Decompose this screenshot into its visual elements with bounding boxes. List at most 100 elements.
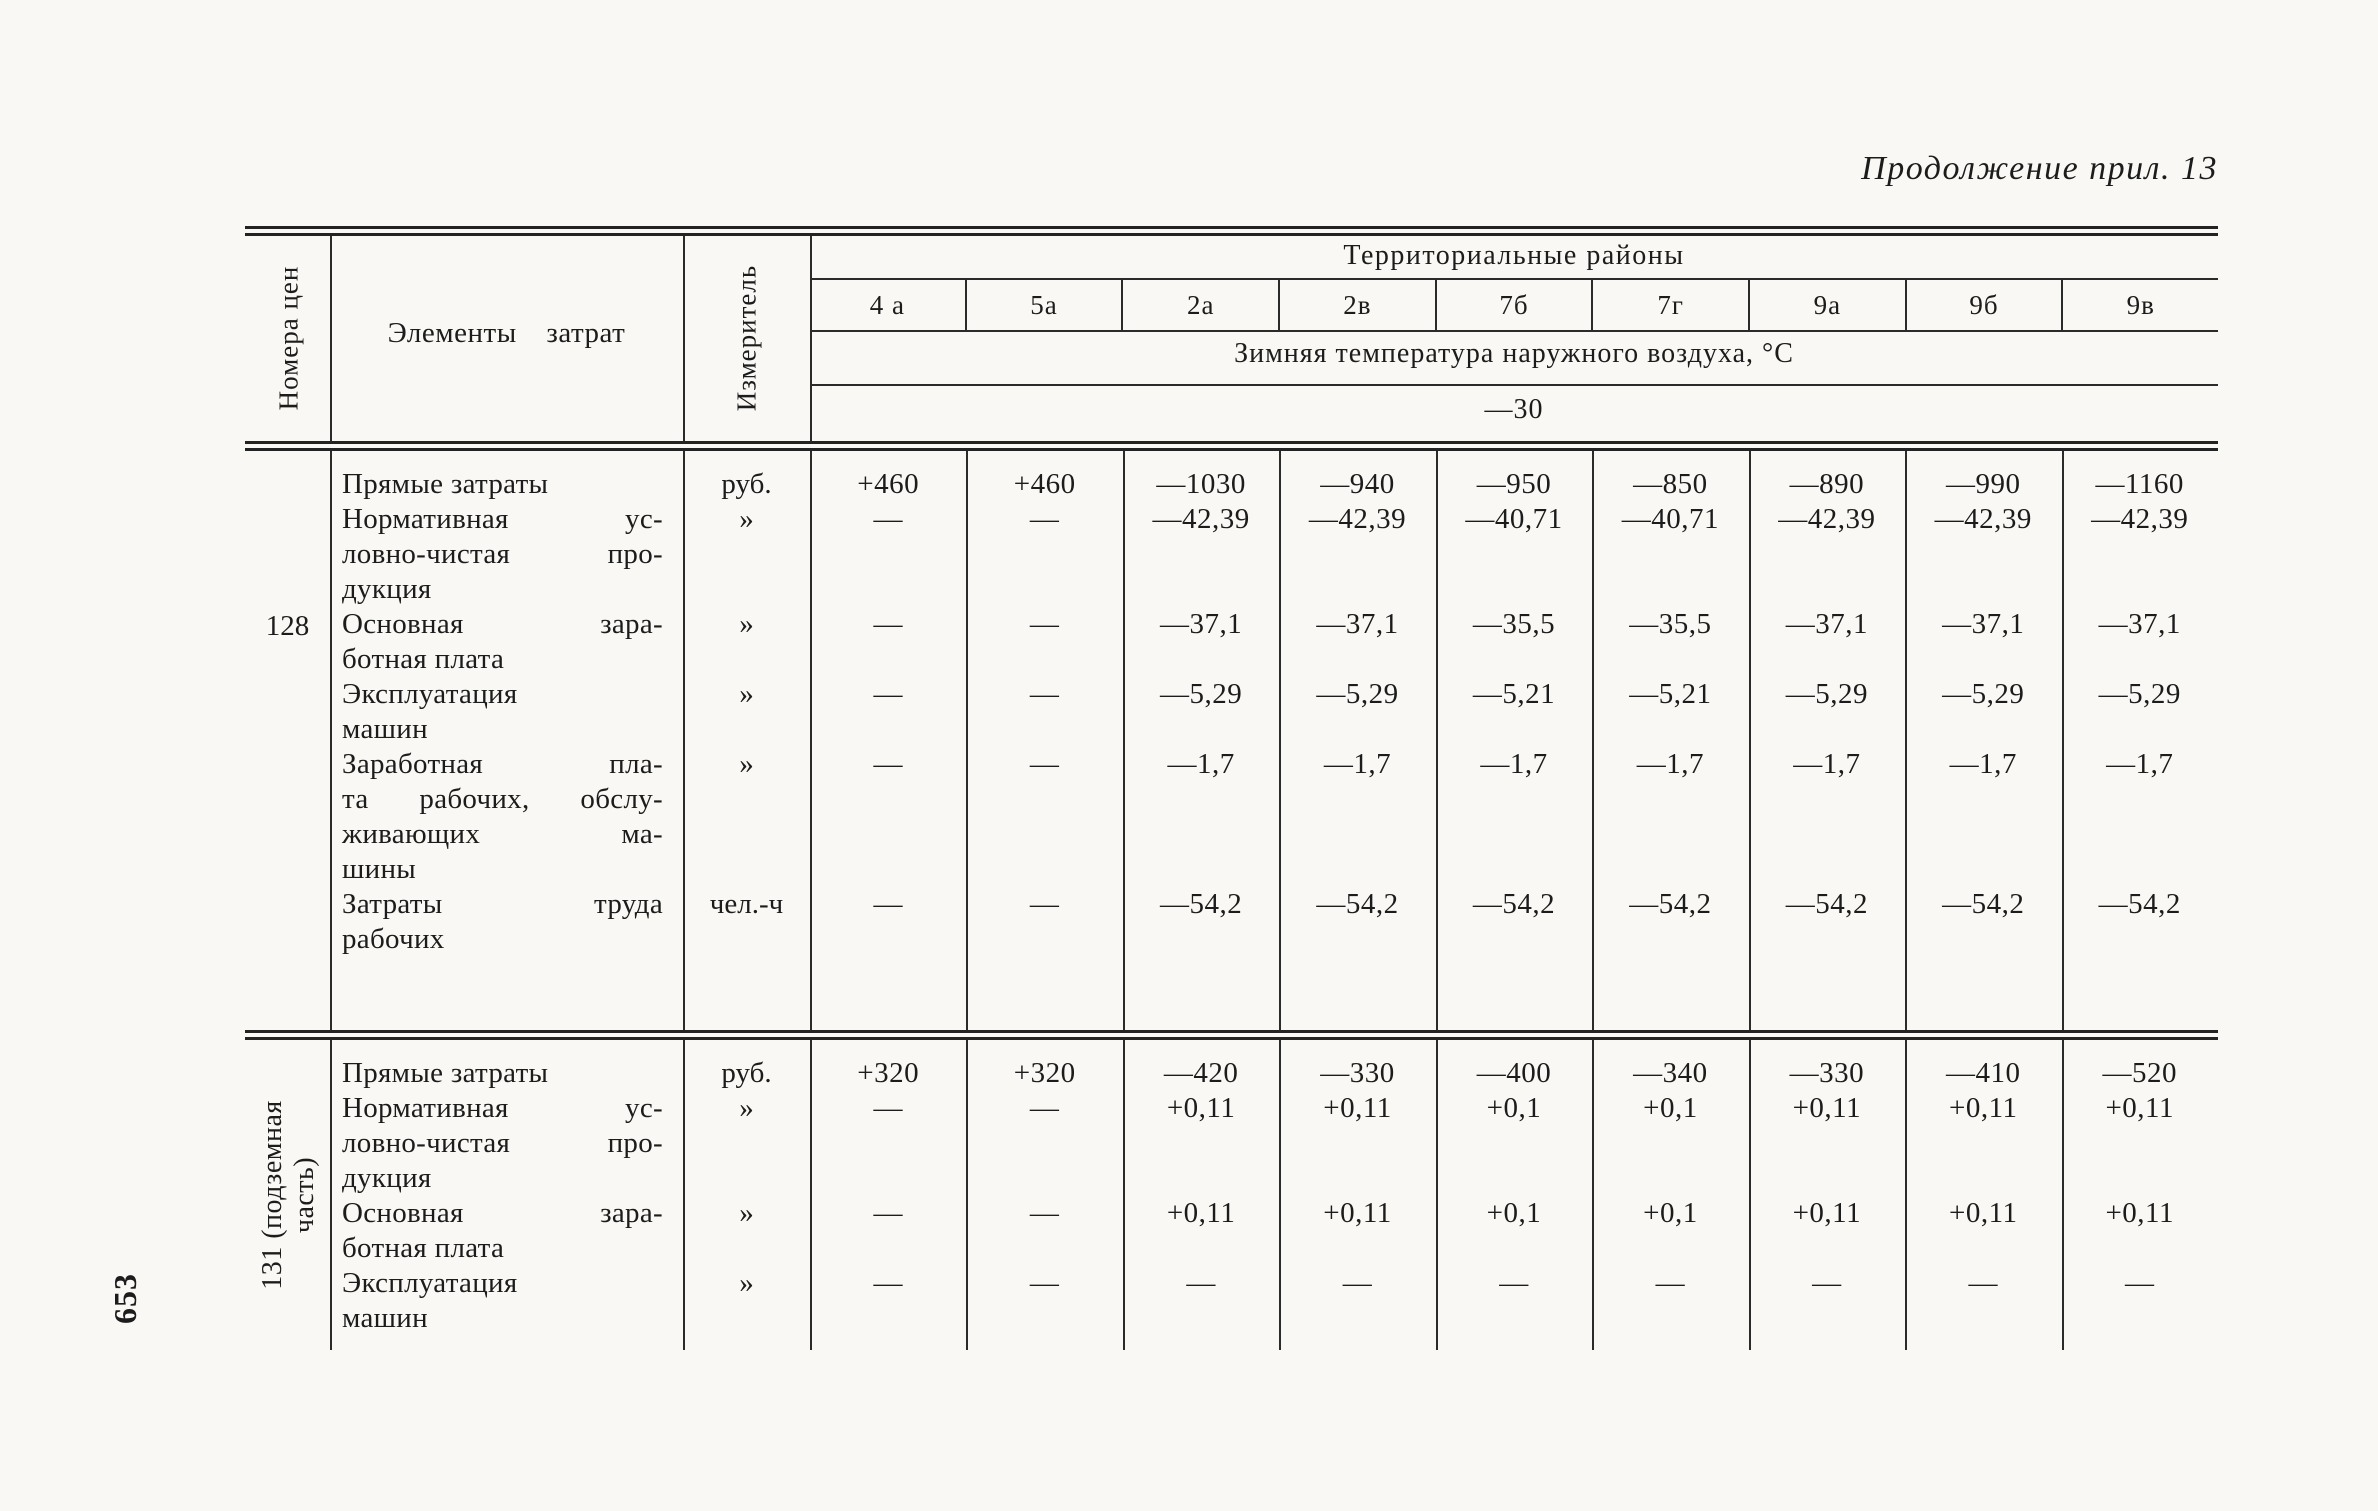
column-divider (1123, 1040, 1125, 1350)
value-cell: —1,7 (1793, 748, 1861, 780)
value-cell: —5,29 (1785, 678, 1868, 710)
region-col-header: 9в (2061, 280, 2218, 330)
col-header-measure: Измеритель (731, 264, 762, 412)
cost-element-label: Прямые затраты (330, 467, 683, 502)
value-cell: —410 (1946, 1057, 2021, 1089)
unit-cell: чел.-ч (709, 888, 784, 920)
value-cell: —1,7 (1636, 748, 1705, 780)
table-row: Прямые затраты руб. +320 +320 —420 —330 —400 —3… (245, 1056, 2218, 1091)
value-cell: +0,11 (2105, 1197, 2174, 1229)
value-cell: +0,1 (1486, 1197, 1542, 1229)
column-divider (1905, 451, 1907, 1030)
group-number: 128 (265, 610, 310, 642)
value-cell: — (1029, 888, 1060, 920)
label-line: ловно-чистая про- (342, 1127, 663, 1159)
value-cell: — (1186, 1267, 1216, 1299)
column-divider (1436, 451, 1438, 1030)
unit-cell: » (739, 748, 754, 780)
page-title: Продолжение прил. 13 (1861, 150, 2218, 187)
value-cell: — (1968, 1267, 1999, 1299)
label-line: Основная зара- (342, 1197, 663, 1229)
value-cell: —400 (1476, 1057, 1552, 1089)
value-cell: +0,11 (2105, 1092, 2174, 1124)
value-cell: +460 (1013, 468, 1076, 500)
value-cell: —1,7 (1167, 748, 1235, 780)
value-cell: —940 (1320, 468, 1395, 500)
value-cell: — (1812, 1267, 1842, 1299)
region-col-header: 7г (1591, 280, 1748, 330)
label-line: живающих ма- (342, 818, 663, 850)
value-cell: +0,1 (1643, 1197, 1698, 1229)
unit-cell: » (739, 1267, 754, 1299)
value-cell: — (873, 748, 903, 780)
value-cell: — (1029, 608, 1060, 640)
header-rule (810, 330, 2218, 332)
top-rule (245, 226, 2218, 236)
col-header-cost-elements: Элементы затрат (387, 317, 626, 349)
column-divider (330, 1040, 332, 1350)
label-line: Прямые затраты (342, 1057, 549, 1089)
label-line: Эксплуатация (342, 1267, 518, 1299)
group-number: 131 (подземная часть) (257, 1100, 320, 1290)
value-cell: —54,2 (1785, 888, 1868, 920)
value-cell: —37,1 (1785, 608, 1868, 640)
value-cell: — (1342, 1267, 1373, 1299)
unit-cell: » (739, 503, 754, 535)
label-line: машин (342, 1302, 428, 1334)
column-divider (1592, 451, 1594, 1030)
value-cell: — (2124, 1267, 2155, 1299)
label-line: Нормативная ус- (342, 1092, 663, 1124)
value-cell: —890 (1789, 468, 1865, 500)
column-divider (330, 236, 332, 441)
value-cell: —1,7 (1480, 748, 1548, 780)
value-cell: —1,7 (1323, 748, 1392, 780)
column-divider (1123, 451, 1125, 1030)
value-cell: —54,2 (1159, 888, 1243, 920)
col-header-temperature: Зимняя температура наружного воздуха, °С (1234, 338, 1794, 369)
cost-element-label: Эксплуатация машин (330, 677, 683, 747)
value-cell: — (1029, 1267, 1060, 1299)
value-cell: —37,1 (1316, 608, 1399, 640)
value-cell: — (873, 608, 903, 640)
value-cell: —35,5 (1629, 608, 1712, 640)
value-cell: —37,1 (2098, 608, 2181, 640)
cost-group: Прямые затраты руб. +460 +460 —1030 —940 —950—… (245, 451, 2218, 1030)
label-line: дукция (342, 573, 432, 605)
value-cell: —950 (1476, 468, 1552, 500)
value-cell: — (1029, 1092, 1060, 1124)
value-cell: —42,39 (1934, 503, 2032, 535)
region-col-header: 2а (1121, 280, 1278, 330)
table-header: Номера цен Элементы затрат Измеритель Те… (245, 226, 2218, 451)
column-divider (2062, 1040, 2064, 1350)
column-divider (1905, 1040, 1907, 1350)
header-bottom-rule (245, 441, 2218, 451)
cost-element-label: Затраты труда рабочих (330, 887, 683, 957)
value-cell: —520 (2102, 1057, 2177, 1089)
header-rule (810, 384, 2218, 386)
header-rule (810, 278, 2218, 280)
column-divider (966, 451, 968, 1030)
value-cell: — (873, 1197, 903, 1229)
region-col-header: 2в (1278, 280, 1435, 330)
value-cell: — (1029, 678, 1060, 710)
column-divider (1436, 1040, 1438, 1350)
value-cell: —420 (1163, 1057, 1239, 1089)
table-row: Заработная пла-та рабочих, обслу-живающи… (245, 747, 2218, 887)
cost-element-label: Нормативная ус-ловно-чистая про-дукция (330, 1091, 683, 1196)
value-cell: +0,11 (1166, 1092, 1236, 1124)
column-divider (1279, 1040, 1281, 1350)
value-cell: — (873, 503, 903, 535)
value-cell: —990 (1946, 468, 2021, 500)
temperature-value-header: —30 (1484, 394, 1544, 425)
value-cell: —1,7 (2106, 748, 2174, 780)
column-divider (1749, 451, 1751, 1030)
value-cell: —40,71 (1621, 503, 1720, 535)
column-divider (683, 236, 685, 441)
value-cell: +0,11 (1323, 1092, 1392, 1124)
value-cell: — (873, 1092, 903, 1124)
column-divider (683, 1040, 685, 1350)
column-divider (966, 1040, 968, 1350)
value-cell: —54,2 (1472, 888, 1556, 920)
label-line: Эксплуатация (342, 678, 518, 710)
